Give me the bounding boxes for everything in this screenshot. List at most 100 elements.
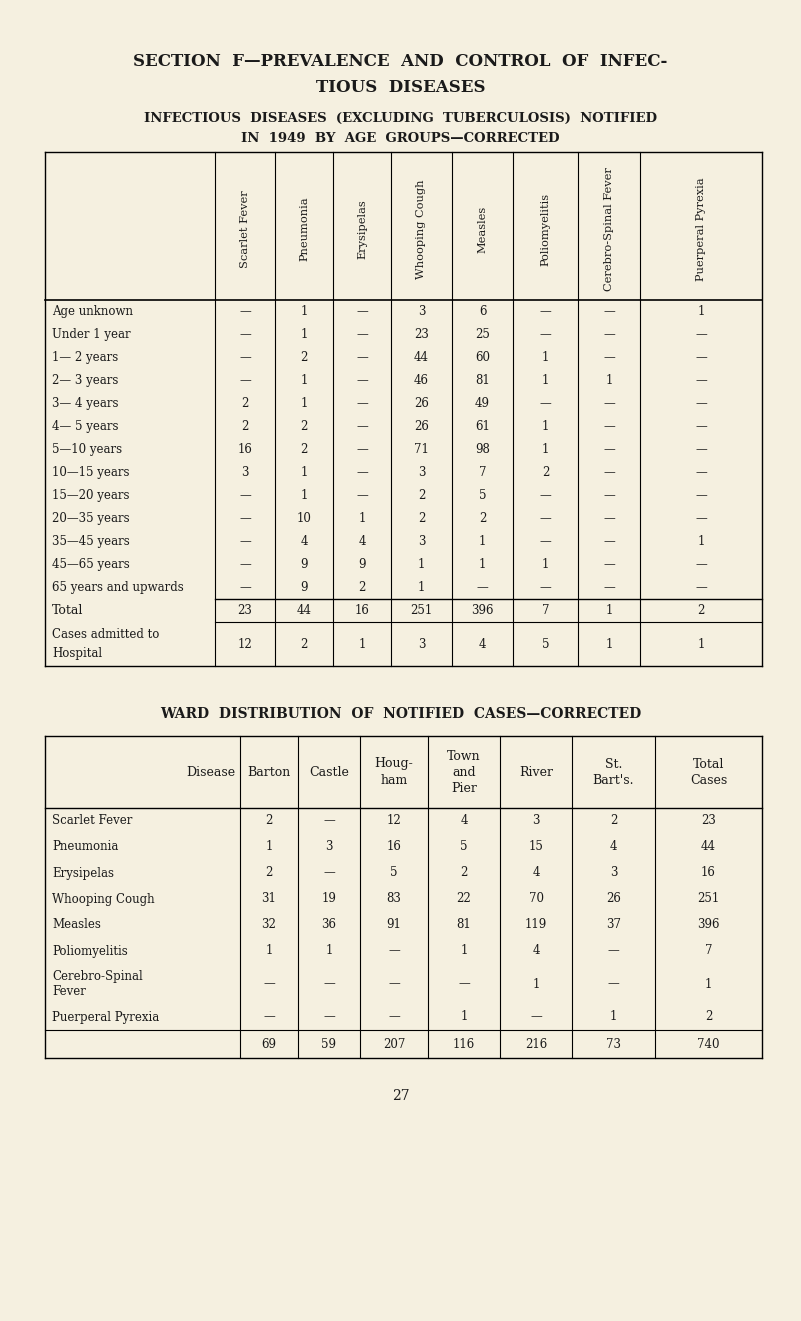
Text: 1: 1 (541, 557, 549, 571)
Text: —: — (695, 398, 706, 410)
Text: 2: 2 (241, 398, 248, 410)
Text: 2: 2 (241, 420, 248, 433)
Text: 2: 2 (300, 351, 308, 365)
Text: —: — (603, 351, 615, 365)
Text: 5: 5 (390, 867, 398, 880)
Text: 119: 119 (525, 918, 547, 931)
Text: 83: 83 (387, 893, 401, 905)
Text: Hospital: Hospital (52, 647, 102, 660)
Text: 1: 1 (705, 978, 712, 991)
Text: Puerperal Pyrexia: Puerperal Pyrexia (52, 1011, 159, 1024)
Text: —: — (388, 1011, 400, 1024)
Text: 16: 16 (238, 443, 252, 456)
Text: 70: 70 (529, 893, 544, 905)
Text: —: — (695, 466, 706, 480)
Text: 2: 2 (300, 420, 308, 433)
Text: —: — (239, 351, 251, 365)
Text: 4: 4 (532, 867, 540, 880)
Text: 2: 2 (265, 815, 272, 827)
Text: 25: 25 (475, 328, 490, 341)
Text: —: — (263, 1011, 275, 1024)
Text: 1: 1 (606, 374, 613, 387)
Text: —: — (540, 581, 551, 594)
Text: —: — (356, 351, 368, 365)
Text: 2: 2 (479, 513, 486, 524)
Text: 1: 1 (461, 945, 468, 958)
Text: —: — (356, 398, 368, 410)
Text: 2: 2 (265, 867, 272, 880)
Text: 2: 2 (541, 466, 549, 480)
Text: —: — (239, 305, 251, 318)
Text: —: — (695, 443, 706, 456)
Text: 9: 9 (300, 557, 308, 571)
Text: TIOUS  DISEASES: TIOUS DISEASES (316, 79, 485, 96)
Text: —: — (323, 978, 335, 991)
Text: —: — (695, 557, 706, 571)
Text: Pneumonia: Pneumonia (299, 197, 309, 262)
Text: 15—20 years: 15—20 years (52, 489, 130, 502)
Text: 1: 1 (265, 945, 272, 958)
Text: Scarlet Fever: Scarlet Fever (52, 815, 132, 827)
Text: —: — (603, 581, 615, 594)
Text: 3— 4 years: 3— 4 years (52, 398, 119, 410)
Text: —: — (603, 535, 615, 548)
Text: —: — (695, 489, 706, 502)
Text: 207: 207 (383, 1037, 405, 1050)
Text: 1: 1 (300, 305, 308, 318)
Text: —: — (695, 420, 706, 433)
Text: 3: 3 (418, 466, 425, 480)
Text: 396: 396 (697, 918, 720, 931)
Text: 2: 2 (698, 604, 705, 617)
Text: 44: 44 (701, 840, 716, 853)
Text: 1: 1 (418, 557, 425, 571)
Text: 4: 4 (532, 945, 540, 958)
Text: 26: 26 (414, 398, 429, 410)
Text: —: — (603, 557, 615, 571)
Text: 9: 9 (300, 581, 308, 594)
Text: 71: 71 (414, 443, 429, 456)
Text: 1: 1 (541, 443, 549, 456)
Text: Cases admitted to: Cases admitted to (52, 627, 159, 641)
Text: 5—10 years: 5—10 years (52, 443, 122, 456)
Text: 740: 740 (697, 1037, 720, 1050)
Text: 10—15 years: 10—15 years (52, 466, 130, 480)
Text: 1: 1 (698, 535, 705, 548)
Text: Poliomyelitis: Poliomyelitis (541, 193, 550, 266)
Text: —: — (530, 1011, 541, 1024)
Text: —: — (323, 815, 335, 827)
Text: 23: 23 (238, 604, 252, 617)
Text: INFECTIOUS  DISEASES  (EXCLUDING  TUBERCULOSIS)  NOTIFIED: INFECTIOUS DISEASES (EXCLUDING TUBERCULO… (144, 111, 657, 124)
Text: 59: 59 (321, 1037, 336, 1050)
Text: —: — (540, 398, 551, 410)
Text: 1: 1 (300, 398, 308, 410)
Text: 1: 1 (358, 513, 366, 524)
Text: —: — (263, 978, 275, 991)
Text: 2: 2 (300, 443, 308, 456)
Text: —: — (695, 351, 706, 365)
Text: 91: 91 (387, 918, 401, 931)
Text: 3: 3 (418, 305, 425, 318)
Text: Whooping Cough: Whooping Cough (417, 180, 426, 279)
Text: 46: 46 (414, 374, 429, 387)
Text: 32: 32 (262, 918, 276, 931)
Text: 1: 1 (325, 945, 332, 958)
Text: Cerebro-Spinal Fever: Cerebro-Spinal Fever (604, 166, 614, 291)
Text: 2: 2 (300, 638, 308, 650)
Text: —: — (695, 581, 706, 594)
Text: WARD  DISTRIBUTION  OF  NOTIFIED  CASES—CORRECTED: WARD DISTRIBUTION OF NOTIFIED CASES—CORR… (160, 707, 641, 721)
Text: 12: 12 (238, 638, 252, 650)
Text: Castle: Castle (309, 765, 349, 778)
Text: 26: 26 (414, 420, 429, 433)
Text: Scarlet Fever: Scarlet Fever (240, 190, 250, 268)
Text: 251: 251 (410, 604, 433, 617)
Text: 7: 7 (705, 945, 712, 958)
Text: 73: 73 (606, 1037, 621, 1050)
Text: —: — (356, 443, 368, 456)
Text: Erysipelas: Erysipelas (52, 867, 114, 880)
Text: —: — (603, 398, 615, 410)
Text: 9: 9 (358, 557, 366, 571)
Text: Age unknown: Age unknown (52, 305, 133, 318)
Text: —: — (239, 374, 251, 387)
Text: 98: 98 (475, 443, 490, 456)
Text: —: — (695, 374, 706, 387)
